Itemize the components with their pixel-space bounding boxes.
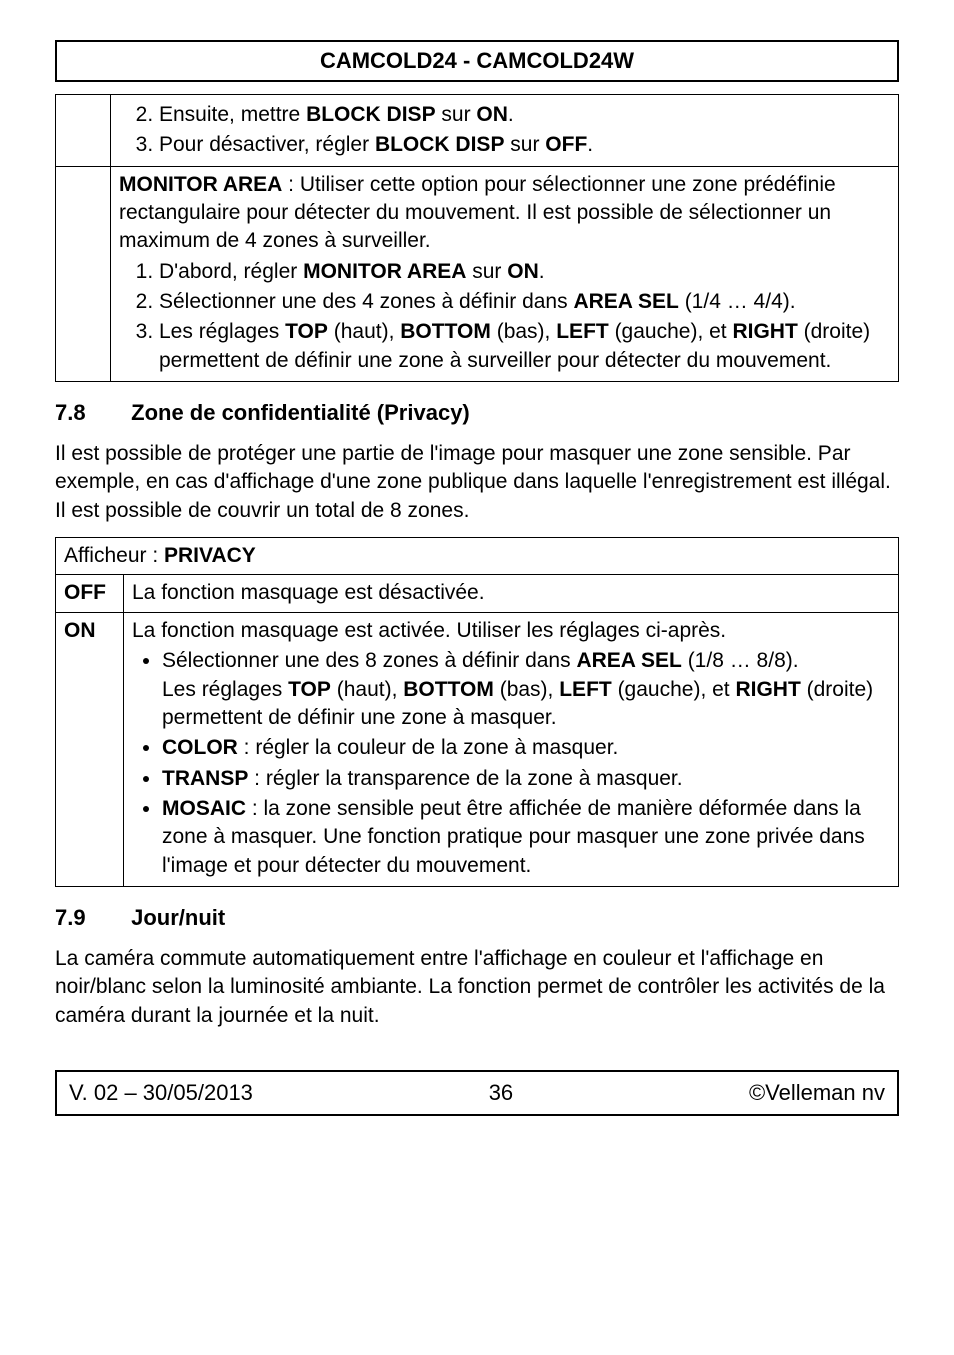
list-item: Les réglages TOP (haut), BOTTOM (bas), L… (159, 318, 890, 375)
block-disp-cell: Ensuite, mettre BLOCK DISP sur ON. Pour … (111, 95, 899, 167)
list-item: D'abord, régler MONITOR AREA sur ON. (159, 258, 890, 286)
monitor-area-table: Ensuite, mettre BLOCK DISP sur ON. Pour … (55, 94, 899, 382)
block-disp-list: Ensuite, mettre BLOCK DISP sur ON. Pour … (119, 101, 890, 160)
monitor-area-list: D'abord, régler MONITOR AREA sur ON. Sél… (119, 258, 890, 375)
list-item: Sélectionner une des 8 zones à définir d… (162, 647, 890, 732)
list-item: TRANSP : régler la transparence de la zo… (162, 765, 890, 793)
list-item: COLOR : régler la couleur de la zone à m… (162, 734, 890, 762)
privacy-table: Afficheur : PRIVACY OFF La fonction masq… (55, 537, 899, 887)
footer-box: V. 02 – 30/05/2013 36 ©Velleman nv (55, 1070, 899, 1116)
section-7-9-body: La caméra commute automatiquement entre … (55, 945, 899, 1030)
monitor-area-intro: MONITOR AREA : Utiliser cette option pou… (119, 171, 890, 256)
list-item: Pour désactiver, régler BLOCK DISP sur O… (159, 131, 890, 159)
header-title: CAMCOLD24 - CAMCOLD24W (320, 48, 634, 73)
list-item: MOSAIC : la zone sensible peut être affi… (162, 795, 890, 880)
footer-version: V. 02 – 30/05/2013 (69, 1080, 253, 1106)
on-bullet-list: Sélectionner une des 8 zones à définir d… (132, 647, 890, 880)
section-7-8-heading: 7.8 Zone de confidentialité (Privacy) (55, 400, 899, 426)
list-item: Sélectionner une des 4 zones à définir d… (159, 288, 890, 316)
section-number: 7.9 (55, 905, 125, 931)
footer-copyright: ©Velleman nv (749, 1080, 885, 1106)
page: CAMCOLD24 - CAMCOLD24W Ensuite, mettre B… (0, 0, 954, 1136)
on-intro-text: La fonction masquage est activée. Utilis… (132, 617, 890, 645)
section-title: Jour/nuit (131, 905, 225, 930)
off-desc-cell: La fonction masquage est désactivée. (124, 575, 899, 612)
on-label-cell: ON (56, 612, 124, 886)
empty-cell (56, 95, 111, 167)
on-desc-cell: La fonction masquage est activée. Utilis… (124, 612, 899, 886)
monitor-area-cell: MONITOR AREA : Utiliser cette option pou… (111, 166, 899, 381)
empty-cell (56, 166, 111, 381)
list-item: Ensuite, mettre BLOCK DISP sur ON. (159, 101, 890, 129)
section-7-9-heading: 7.9 Jour/nuit (55, 905, 899, 931)
section-number: 7.8 (55, 400, 125, 426)
section-title: Zone de confidentialité (Privacy) (131, 400, 470, 425)
header-title-box: CAMCOLD24 - CAMCOLD24W (55, 40, 899, 82)
footer-page-number: 36 (489, 1080, 513, 1106)
section-7-8-body: Il est possible de protéger une partie d… (55, 440, 899, 525)
privacy-header-cell: Afficheur : PRIVACY (56, 538, 899, 575)
off-label-cell: OFF (56, 575, 124, 612)
